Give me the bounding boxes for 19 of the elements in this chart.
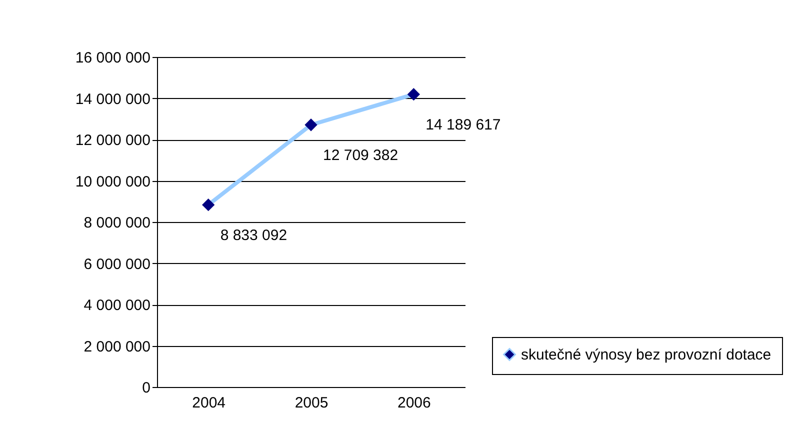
point	[304, 118, 318, 132]
data-label: 12 709 382	[323, 146, 398, 164]
y-tick-label: 14 000 000	[75, 90, 150, 108]
x-tick-label: 2005	[294, 394, 328, 412]
x-tick-label: 2006	[397, 394, 431, 412]
legend-label: skutečné výnosy bez provozní dotace	[521, 346, 772, 364]
y-tick-label: 2 000 000	[84, 338, 150, 356]
y-tick-label: 4 000 000	[84, 297, 150, 314]
y-tick-label: 10 000 000	[75, 173, 150, 190]
y-tick-label: 6 000 000	[84, 256, 150, 273]
y-tick-label: 8 000 000	[84, 214, 150, 232]
point	[407, 88, 420, 101]
y-tick-label: 12 000 000	[75, 132, 150, 149]
data-label: 14 189 617	[426, 116, 501, 134]
y-tick-label: 16 000 000	[75, 50, 150, 66]
data-label: 8 833 092	[220, 226, 288, 244]
x-tick-label: 2004	[192, 394, 226, 412]
y-tick-label: 0	[142, 380, 150, 396]
point	[202, 198, 215, 212]
